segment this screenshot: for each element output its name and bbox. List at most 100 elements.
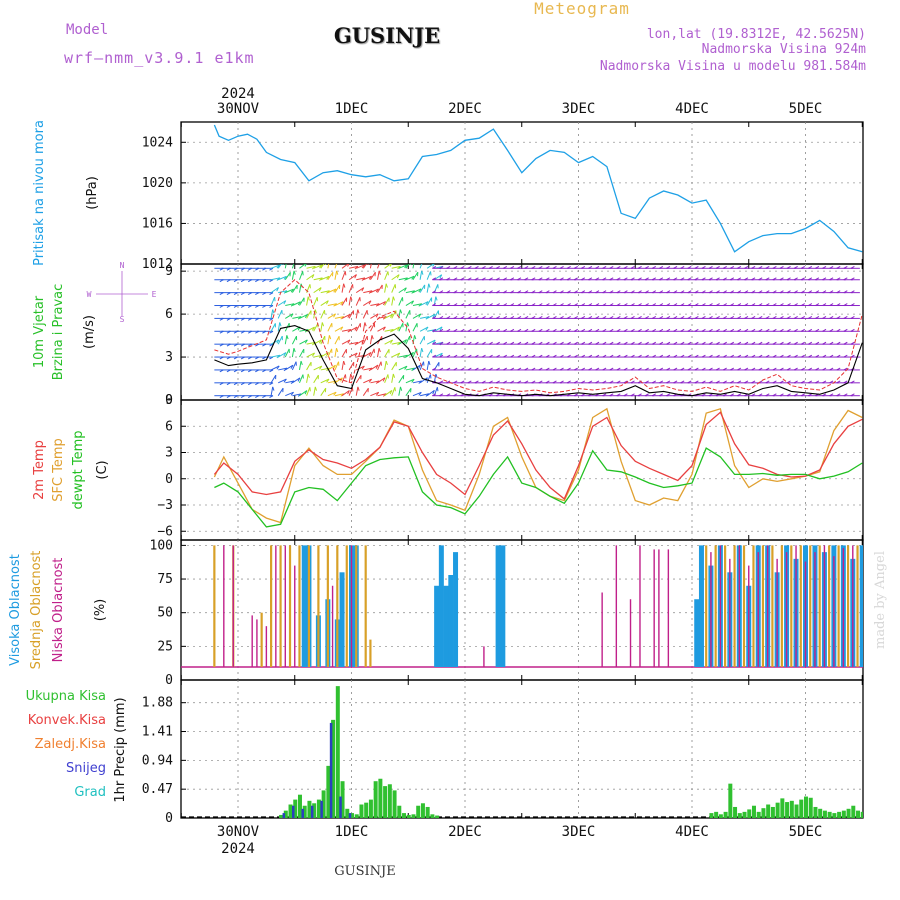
- wind-barb: [398, 323, 404, 332]
- wind-barb-head: [602, 328, 607, 332]
- wind-barb-head: [588, 354, 593, 358]
- wind-barb-head: [581, 277, 586, 281]
- wind-barb-head: [488, 303, 493, 306]
- precip-legend-item: Konvek.Kisa: [28, 713, 106, 728]
- wind-panel-label-2: Brzina i Pravac: [51, 284, 66, 381]
- wind-barb: [377, 361, 382, 371]
- wind-barb-head: [730, 367, 735, 371]
- wind-barb: [320, 264, 325, 269]
- wind-barb-head: [552, 380, 557, 384]
- wind-barb-head: [744, 265, 749, 269]
- mid-cloud-bar: [355, 545, 358, 667]
- total-precip-bar: [718, 814, 723, 818]
- total-precip-bar: [387, 784, 392, 818]
- temp-series-lines: [213, 407, 863, 528]
- wind-barb-head: [779, 303, 784, 306]
- wind-barb-head: [361, 287, 365, 292]
- cloud-unit: (%): [93, 599, 108, 622]
- high-cloud-bar: [694, 599, 700, 667]
- wind-barb-head: [765, 316, 770, 319]
- wind-barb-head: [786, 393, 791, 397]
- high-cloud-bar: [500, 545, 506, 667]
- mid-cloud-bar: [837, 545, 840, 667]
- wind-barb-head: [573, 277, 578, 281]
- wind-barb: [270, 323, 276, 332]
- wind-barb-head: [311, 352, 316, 357]
- wind-barb-head: [538, 290, 543, 294]
- wind-barb-head: [595, 380, 600, 384]
- total-precip-bar: [770, 806, 775, 818]
- total-precip-bar: [837, 811, 842, 818]
- wind-barb-head: [659, 316, 664, 319]
- wind-barb-head: [357, 386, 360, 391]
- wind-barb-head: [524, 316, 529, 319]
- wind-barb-head: [435, 296, 438, 301]
- tick-label: 1020: [142, 176, 173, 191]
- sfc-temp-line: [213, 407, 863, 524]
- top-date-labels: 30NOV 1DEC 2DEC 3DEC 4DEC 5DEC: [217, 101, 822, 117]
- mid-cloud-bar: [742, 545, 746, 667]
- tick-label: 9: [165, 393, 173, 408]
- wind-barb-head: [460, 380, 465, 384]
- wind-barb-head: [687, 290, 692, 294]
- wind-barb-head: [538, 354, 543, 358]
- wind-barb-head: [730, 354, 735, 358]
- wind-barb: [384, 264, 392, 269]
- wind-barb-head: [786, 380, 791, 384]
- wind-barb-head: [680, 290, 685, 294]
- wind-barb: [348, 361, 355, 371]
- wind-barb-head: [581, 367, 586, 371]
- wind-barb-head: [772, 277, 777, 281]
- wind-barb-head: [822, 380, 827, 384]
- wind-barb-head: [307, 373, 310, 378]
- wind-barb: [271, 354, 281, 358]
- wind-barb-head: [290, 288, 294, 293]
- wind-barb-head: [652, 303, 657, 306]
- wind-barb-head: [446, 290, 451, 294]
- wind-barb-head: [730, 393, 735, 397]
- wind-barb: [270, 309, 274, 319]
- wind-barb-head: [822, 393, 827, 397]
- wind-barb: [412, 380, 422, 384]
- wind-barb-head: [659, 265, 664, 269]
- wind-barb: [278, 290, 288, 294]
- wind-barb-head: [666, 354, 671, 358]
- tick-label: 25: [157, 639, 173, 654]
- wind-barb-head: [361, 264, 365, 269]
- precip-bars: [181, 686, 863, 818]
- wind-barb-head: [666, 265, 671, 269]
- wind-barb-head: [446, 328, 451, 332]
- wind-barb: [426, 264, 435, 269]
- wind-barb-head: [531, 303, 536, 306]
- wind-barb: [362, 264, 367, 269]
- wind-barb-head: [765, 303, 770, 306]
- wind-barb: [426, 339, 436, 345]
- top-day-label: 2DEC: [448, 101, 482, 117]
- wind-barb-head: [786, 290, 791, 294]
- wind-barb-head: [644, 290, 649, 294]
- low-cloud-bar: [232, 545, 234, 667]
- wind-barb: [327, 335, 330, 345]
- wind-barb-head: [652, 341, 657, 345]
- wind-barb: [377, 301, 386, 306]
- wind-barb-head: [283, 276, 287, 280]
- low-cloud-bar: [251, 615, 253, 667]
- wind-barb: [334, 316, 344, 319]
- wind-barb-head: [319, 264, 323, 269]
- wind-barb-head: [737, 393, 742, 397]
- high-cloud-bar: [301, 545, 307, 667]
- wind-barb-head: [772, 290, 777, 294]
- wind-barb-head: [652, 328, 657, 332]
- wind-barb-head: [652, 393, 657, 397]
- panel-frame: [180, 263, 864, 401]
- wind-barb: [412, 303, 422, 307]
- wind-barb-head: [588, 367, 593, 371]
- wind-barb-head: [517, 328, 522, 332]
- wind-barb: [426, 271, 432, 280]
- wind-barb-head: [460, 341, 465, 345]
- wind-barb: [334, 326, 344, 332]
- wind-barb-head: [269, 382, 274, 386]
- wind-barb-head: [843, 328, 848, 332]
- wind-barb-head: [616, 316, 621, 319]
- wind-barb: [398, 287, 407, 294]
